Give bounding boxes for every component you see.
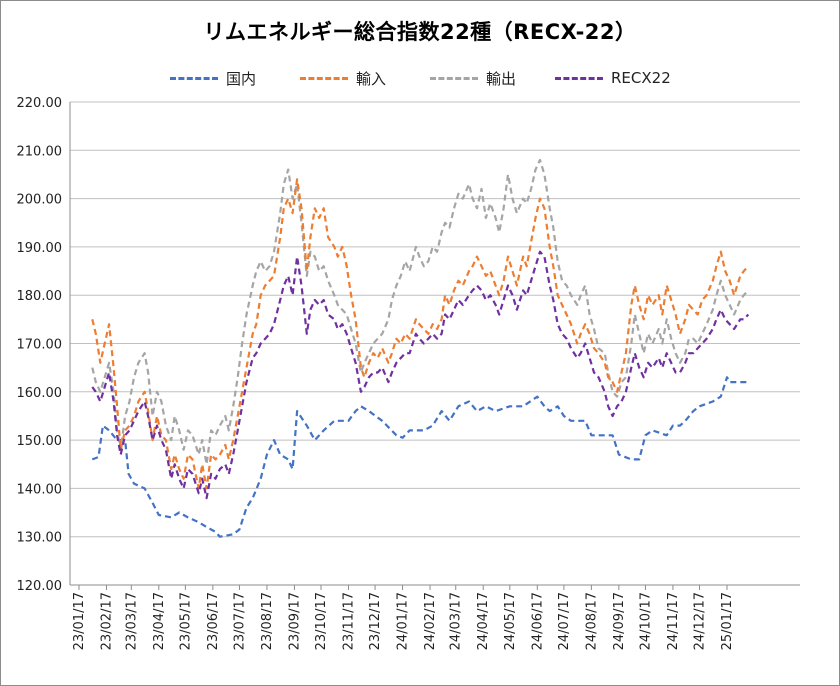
x-tick-label: 24/03/17 [449, 592, 464, 650]
series-line-0 [91, 376, 749, 538]
legend-label-domestic: 国内 [226, 69, 257, 88]
series-line-2 [91, 158, 750, 466]
y-tick-label: 200.00 [17, 193, 63, 208]
x-tick-label: 24/12/17 [693, 592, 708, 650]
x-tick-label: 24/04/17 [476, 592, 491, 650]
legend-label-export: 輸出 [486, 69, 517, 88]
y-tick-label: 170.00 [17, 338, 63, 353]
legend-swatch-domestic [170, 76, 218, 80]
y-tick-label: 140.00 [17, 482, 63, 497]
x-tick-label: 24/07/17 [557, 592, 572, 650]
chart-title: リムエネルギー総合指数22種（RECX-22） [203, 20, 637, 44]
y-tick-label: 210.00 [17, 144, 63, 159]
legend-swatch-recx22 [555, 76, 603, 80]
x-tick-label: 23/11/17 [341, 592, 356, 650]
legend-item-domestic: 国内 [170, 67, 256, 89]
x-tick-label: 23/09/17 [287, 592, 302, 650]
x-tick-label: 23/10/17 [314, 592, 329, 650]
legend-label-recx22: RECX22 [611, 69, 671, 87]
x-tick-label: 23/03/17 [124, 592, 139, 650]
y-tick-label: 130.00 [17, 531, 63, 546]
series-line-1 [91, 178, 750, 490]
x-tick-label: 24/09/17 [612, 592, 627, 650]
x-tick-label: 24/05/17 [503, 592, 518, 650]
x-tick-label: 24/10/17 [638, 592, 653, 650]
x-tick-label: 24/06/17 [530, 592, 545, 650]
legend-item-import: 輸入 [300, 67, 386, 89]
y-tick-label: 160.00 [17, 386, 63, 401]
legend-label-import: 輸入 [356, 69, 387, 88]
x-tick-label: 23/12/17 [368, 592, 383, 650]
x-tick-label: 23/06/17 [206, 592, 221, 650]
series-line-3 [91, 250, 750, 500]
x-tick-label: 24/11/17 [666, 592, 681, 650]
x-tick-label: 23/07/17 [232, 592, 247, 650]
y-tick-label: 190.00 [17, 241, 63, 256]
legend-item-recx22: RECX22 [555, 67, 671, 89]
y-tick-label: 180.00 [17, 289, 63, 304]
legend-item-export: 輸出 [430, 67, 516, 89]
x-tick-label: 23/08/17 [260, 592, 275, 650]
x-tick-label: 25/01/17 [720, 592, 735, 650]
x-tick-label: 23/02/17 [99, 592, 114, 650]
x-tick-label: 24/02/17 [423, 592, 438, 650]
x-tick-label: 24/08/17 [584, 592, 599, 650]
x-tick-label: 23/01/17 [72, 592, 87, 650]
y-tick-label: 150.00 [17, 434, 63, 449]
legend-swatch-import [300, 76, 348, 80]
legend: 国内 輸入 輸出 RECX22 [0, 67, 840, 89]
x-tick-label: 23/05/17 [178, 592, 193, 650]
x-tick-label: 23/04/17 [152, 592, 167, 650]
x-tick-label: 24/01/17 [396, 592, 411, 650]
legend-swatch-export [430, 76, 478, 80]
y-tick-label: 220.00 [17, 96, 63, 111]
y-tick-label: 120.00 [17, 579, 63, 594]
